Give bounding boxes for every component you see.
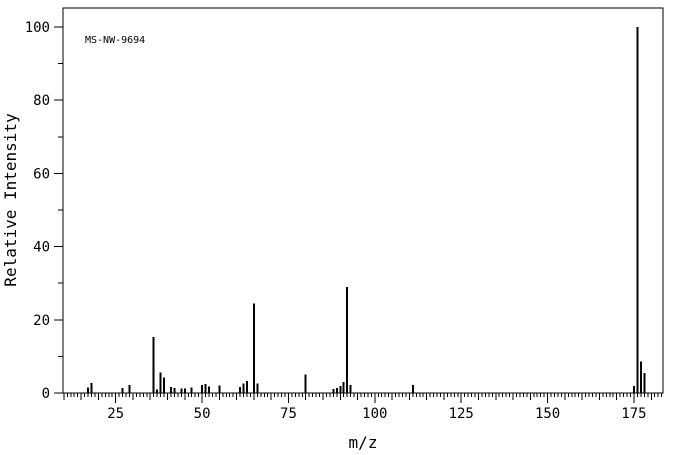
tick-label: 60 [33, 166, 50, 182]
tick-label: 150 [535, 406, 560, 422]
tick-label: 40 [33, 240, 50, 256]
tick-label: 175 [621, 406, 646, 422]
x-axis-label: m/z [349, 433, 378, 452]
plot-frame [62, 7, 664, 394]
y-axis-label: Relative Intensity [1, 113, 20, 287]
tick-label: 125 [449, 406, 474, 422]
tick-label: 25 [107, 406, 124, 422]
tick-label: 80 [33, 93, 50, 109]
tick-label: 100 [362, 406, 387, 422]
tick-label: 0 [42, 386, 50, 402]
tick-label: 100 [25, 20, 50, 36]
x-axis: 25 50 75 100 125 150 175 [63, 393, 663, 422]
peaks-group [87, 27, 646, 393]
y-axis: 0 20 40 60 80 100 [25, 20, 63, 402]
tick-label: 75 [280, 406, 297, 422]
spectrum-id-annotation: MS-NW-9694 [85, 35, 145, 46]
tick-label: 50 [194, 406, 211, 422]
tick-label: 20 [33, 313, 50, 329]
